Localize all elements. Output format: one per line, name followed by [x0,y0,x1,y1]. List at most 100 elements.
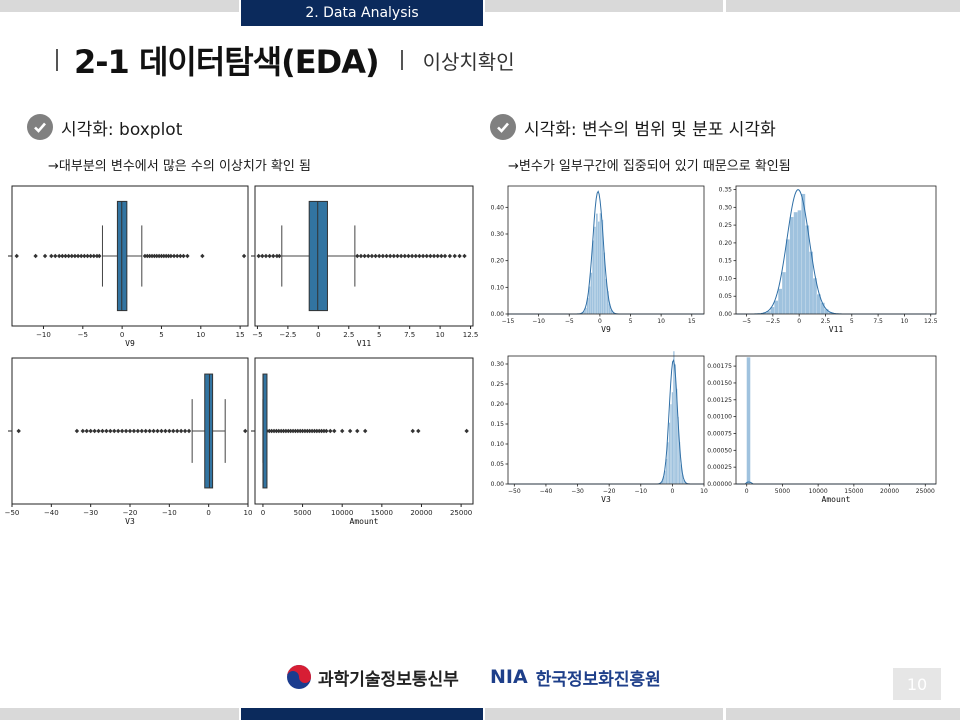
kde-line [736,189,936,315]
outlier-point [166,253,171,259]
outlier-point [79,253,84,259]
outlier-point [16,428,21,434]
x-tick-label: 7.5 [873,318,883,325]
histogram-bar [592,240,595,315]
page-number: 10 [893,668,941,700]
y-tick-label: 0.00100 [707,414,732,421]
histogram-bar [670,404,672,485]
histogram-bar [793,212,798,315]
outlier-point [147,428,152,434]
top-band [0,0,960,12]
outlier-point [74,428,80,434]
outlier-point [276,428,281,434]
histogram-bar [594,226,597,315]
box-iqr [204,373,214,489]
y-tick-label: 0.10 [491,284,505,291]
top-band-segment [485,0,723,12]
outlier-point [108,428,113,434]
outlier-point [63,253,68,259]
outlier-point [431,253,437,259]
outlier-point [178,428,184,434]
y-tick-label: 0.10 [719,275,733,282]
x-tick-label: −5 [252,331,262,339]
x-tick-label: 5 [850,318,854,325]
nia-logo-text: NIA [490,666,528,688]
taegeuk-icon [287,665,311,689]
outlier-point [442,253,448,259]
outlier-point [263,253,269,259]
x-tick-label: −40 [44,509,59,517]
y-tick-label: 0.15 [491,421,505,428]
x-tick-label: 25000 [450,509,472,517]
outlier-point [332,428,337,434]
outlier-point [104,428,109,434]
y-tick-label: 0.30 [491,231,505,238]
outlier-point [181,253,186,259]
outlier-point [319,428,324,434]
outlier-point [362,428,368,434]
x-tick-label: −2.5 [279,331,296,339]
histogram-bar [665,458,668,485]
x-axis-label: V11 [829,325,844,334]
outlier-point [200,253,205,259]
histogram-bar [789,216,794,315]
outlier-point [57,253,62,259]
outlier-point [271,253,276,259]
outlier-point [112,428,117,434]
y-tick-label: 0.00025 [707,464,732,471]
outlier-point [410,428,415,434]
outlier-point [91,253,97,259]
x-tick-label: 0 [206,509,210,517]
x-axis-label: V9 [125,339,135,348]
top-band-segment [726,0,960,12]
outlier-point [116,428,121,434]
outlier-point [256,253,261,259]
outlier-point [14,253,19,259]
histogram-svg: 0 5000 10000 15000 20000 25000 0.00000 0.00025 0… [707,355,937,504]
x-tick-label: 0 [670,488,674,495]
boxplot-v9: −10 −5 0 5 10 15 V9 [8,184,250,354]
outlier-point [139,428,144,434]
outlier-point [391,253,397,259]
bottom-band [0,708,960,720]
x-tick-label: 15 [688,318,696,325]
outlier-point [163,428,168,434]
right-heading: 시각화: 변수의 범위 및 분포 시각화 [490,114,776,140]
outlier-point [142,253,148,259]
outlier-point [355,428,360,434]
outlier-point [395,253,400,259]
histogram-bar [667,442,669,485]
histogram-bar [671,392,674,485]
x-tick-label: 5 [159,331,163,339]
bottom-band-segment [0,708,239,720]
outlier-point [241,253,247,259]
boxplot-svg: −10 −5 0 5 10 15 V9 [8,185,249,348]
outlier-point [127,428,133,434]
boxplot-svg: −5 −2.5 0 2.5 5 7.5 10 12.5 V11 [251,185,478,348]
x-tick-label: −50 [508,488,521,495]
right-note: →변수가 일부구간에 집중되어 있기 때문으로 확인됨 [508,159,791,174]
x-tick-label: 12.5 [924,318,938,325]
x-axis-label: Amount [350,517,379,526]
outlier-point [307,428,312,434]
outlier-point [274,428,279,434]
outlier-point [290,428,296,434]
y-tick-label: 0.10 [491,441,505,448]
outlier-point [369,253,375,259]
bottom-band-accent [241,708,483,720]
x-tick-label: −30 [83,509,98,517]
outlier-point [278,428,284,434]
x-tick-label: 10 [700,488,708,495]
x-tick-label: 10 [244,509,253,517]
y-tick-label: 0.30 [491,361,505,368]
outlier-point [88,253,93,259]
histogram-bar [774,300,779,315]
x-tick-label: −20 [123,509,138,517]
histogram-bar [597,221,600,315]
x-tick-label: −10 [36,331,51,339]
outlier-point [439,253,444,259]
x-tick-label: 10000 [809,488,828,495]
outlier-point [147,253,152,259]
x-tick-label: 15000 [844,488,863,495]
histogram-amount: 0 5000 10000 15000 20000 25000 0.00000 0.00025 0… [707,354,938,512]
